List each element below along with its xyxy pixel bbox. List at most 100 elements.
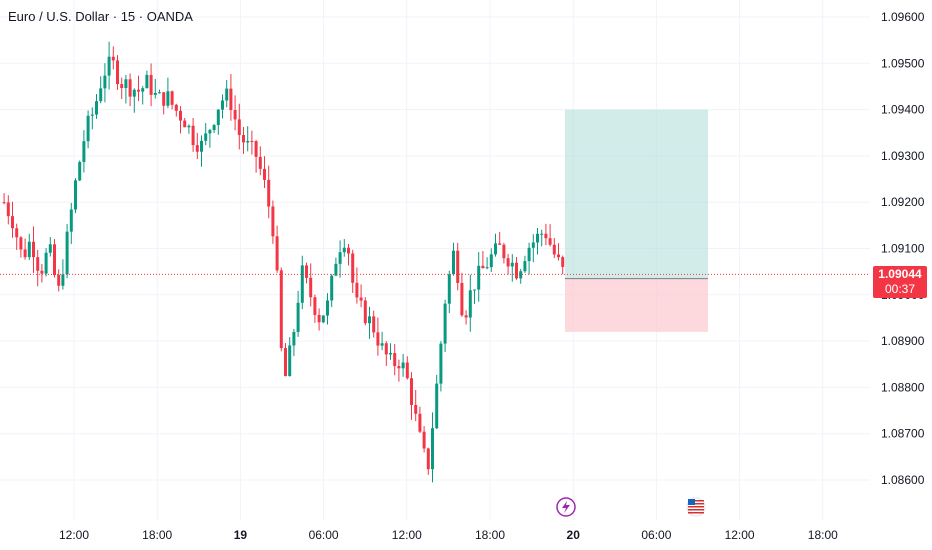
candle: [405, 356, 409, 380]
candle: [195, 132, 199, 160]
time-tick-label: 19: [234, 528, 248, 542]
candle: [334, 257, 338, 277]
candle: [548, 224, 552, 247]
candle: [132, 88, 136, 113]
candle: [128, 73, 132, 107]
candle: [183, 117, 187, 128]
loss-zone[interactable]: [565, 278, 708, 332]
candle: [372, 310, 376, 338]
candle: [464, 310, 468, 325]
candle: [258, 146, 262, 176]
candle: [460, 272, 464, 317]
candle: [447, 270, 451, 314]
candle: [103, 63, 107, 103]
candle: [44, 248, 48, 277]
candle: [363, 297, 367, 326]
candle: [477, 252, 481, 302]
candle: [296, 290, 300, 337]
candle: [116, 55, 119, 90]
candle: [86, 110, 90, 149]
candle: [359, 284, 363, 308]
candle: [32, 226, 35, 273]
candle: [61, 259, 65, 290]
candle: [498, 231, 502, 246]
candle: [90, 107, 94, 130]
candle: [158, 89, 161, 94]
candle: [216, 109, 220, 135]
price-tick-label: 1.08900: [881, 334, 925, 348]
candle: [246, 126, 250, 152]
candle: [418, 406, 422, 434]
candle: [338, 240, 342, 278]
candle: [410, 372, 413, 420]
candle: [347, 244, 350, 266]
candle: [250, 130, 254, 155]
bar-countdown: 00:37: [884, 282, 916, 296]
profit-zone[interactable]: [565, 109, 708, 279]
us-flag-event-icon[interactable]: [686, 497, 706, 517]
candle: [380, 331, 384, 351]
candle: [162, 91, 166, 115]
candle: [187, 124, 191, 134]
candle: [271, 200, 275, 244]
candle: [40, 263, 44, 283]
price-tick-label: 1.08700: [881, 427, 925, 441]
candle: [36, 249, 40, 287]
candle: [267, 165, 271, 219]
current-price-tag: 1.09044 00:37: [873, 266, 927, 298]
candle: [317, 308, 321, 331]
candle: [74, 178, 77, 214]
candle: [153, 78, 157, 99]
candle: [510, 254, 514, 282]
candle: [330, 273, 334, 308]
candle: [519, 268, 523, 284]
candle: [99, 76, 103, 104]
candle: [527, 242, 531, 275]
time-tick-label: 18:00: [142, 528, 172, 542]
candle: [561, 255, 565, 275]
chart-title: Euro / U.S. Dollar · 15 · OANDA: [8, 9, 193, 24]
candle: [254, 139, 258, 173]
candle: [288, 337, 292, 377]
candle: [2, 193, 6, 205]
time-axis[interactable]: 12:00 18:00 19 06:00 12:00 18:00 20 06:00 12:00 1…: [59, 528, 838, 542]
candle: [300, 255, 304, 310]
candle: [27, 233, 31, 261]
candle: [233, 95, 237, 131]
candle: [468, 274, 472, 332]
candle: [263, 156, 266, 189]
price-tick-label: 1.09600: [881, 10, 925, 24]
candle: [23, 238, 27, 260]
candle: [401, 353, 405, 377]
long-position-tool[interactable]: [565, 109, 708, 332]
candle: [174, 103, 178, 117]
candle: [481, 251, 485, 269]
candle: [149, 63, 153, 107]
time-tick-label: 06:00: [641, 528, 671, 542]
price-tick-label: 1.08800: [881, 380, 925, 394]
candle: [137, 75, 140, 102]
candle: [208, 128, 212, 148]
candle: [489, 248, 493, 272]
price-tick-label: 1.09500: [881, 56, 925, 70]
candle: [78, 160, 82, 182]
price-axis[interactable]: 1.09600 1.09500 1.09400 1.09300 1.09200 1.091…: [881, 10, 925, 487]
candle: [552, 237, 556, 259]
candle: [204, 123, 208, 146]
candle: [376, 317, 380, 356]
candle: [221, 94, 224, 119]
candle: [237, 103, 241, 150]
price-tick-label: 1.09100: [881, 242, 925, 256]
time-tick-label: 20: [567, 528, 581, 542]
event-icons: [556, 497, 706, 517]
candle: [443, 299, 447, 353]
candle: [544, 223, 548, 246]
candle: [275, 225, 279, 273]
candle: [313, 294, 317, 323]
candle: [393, 344, 397, 376]
lightning-event-icon[interactable]: [556, 497, 576, 517]
candle: [200, 135, 203, 167]
candle: [95, 94, 98, 119]
candle: [15, 223, 19, 250]
